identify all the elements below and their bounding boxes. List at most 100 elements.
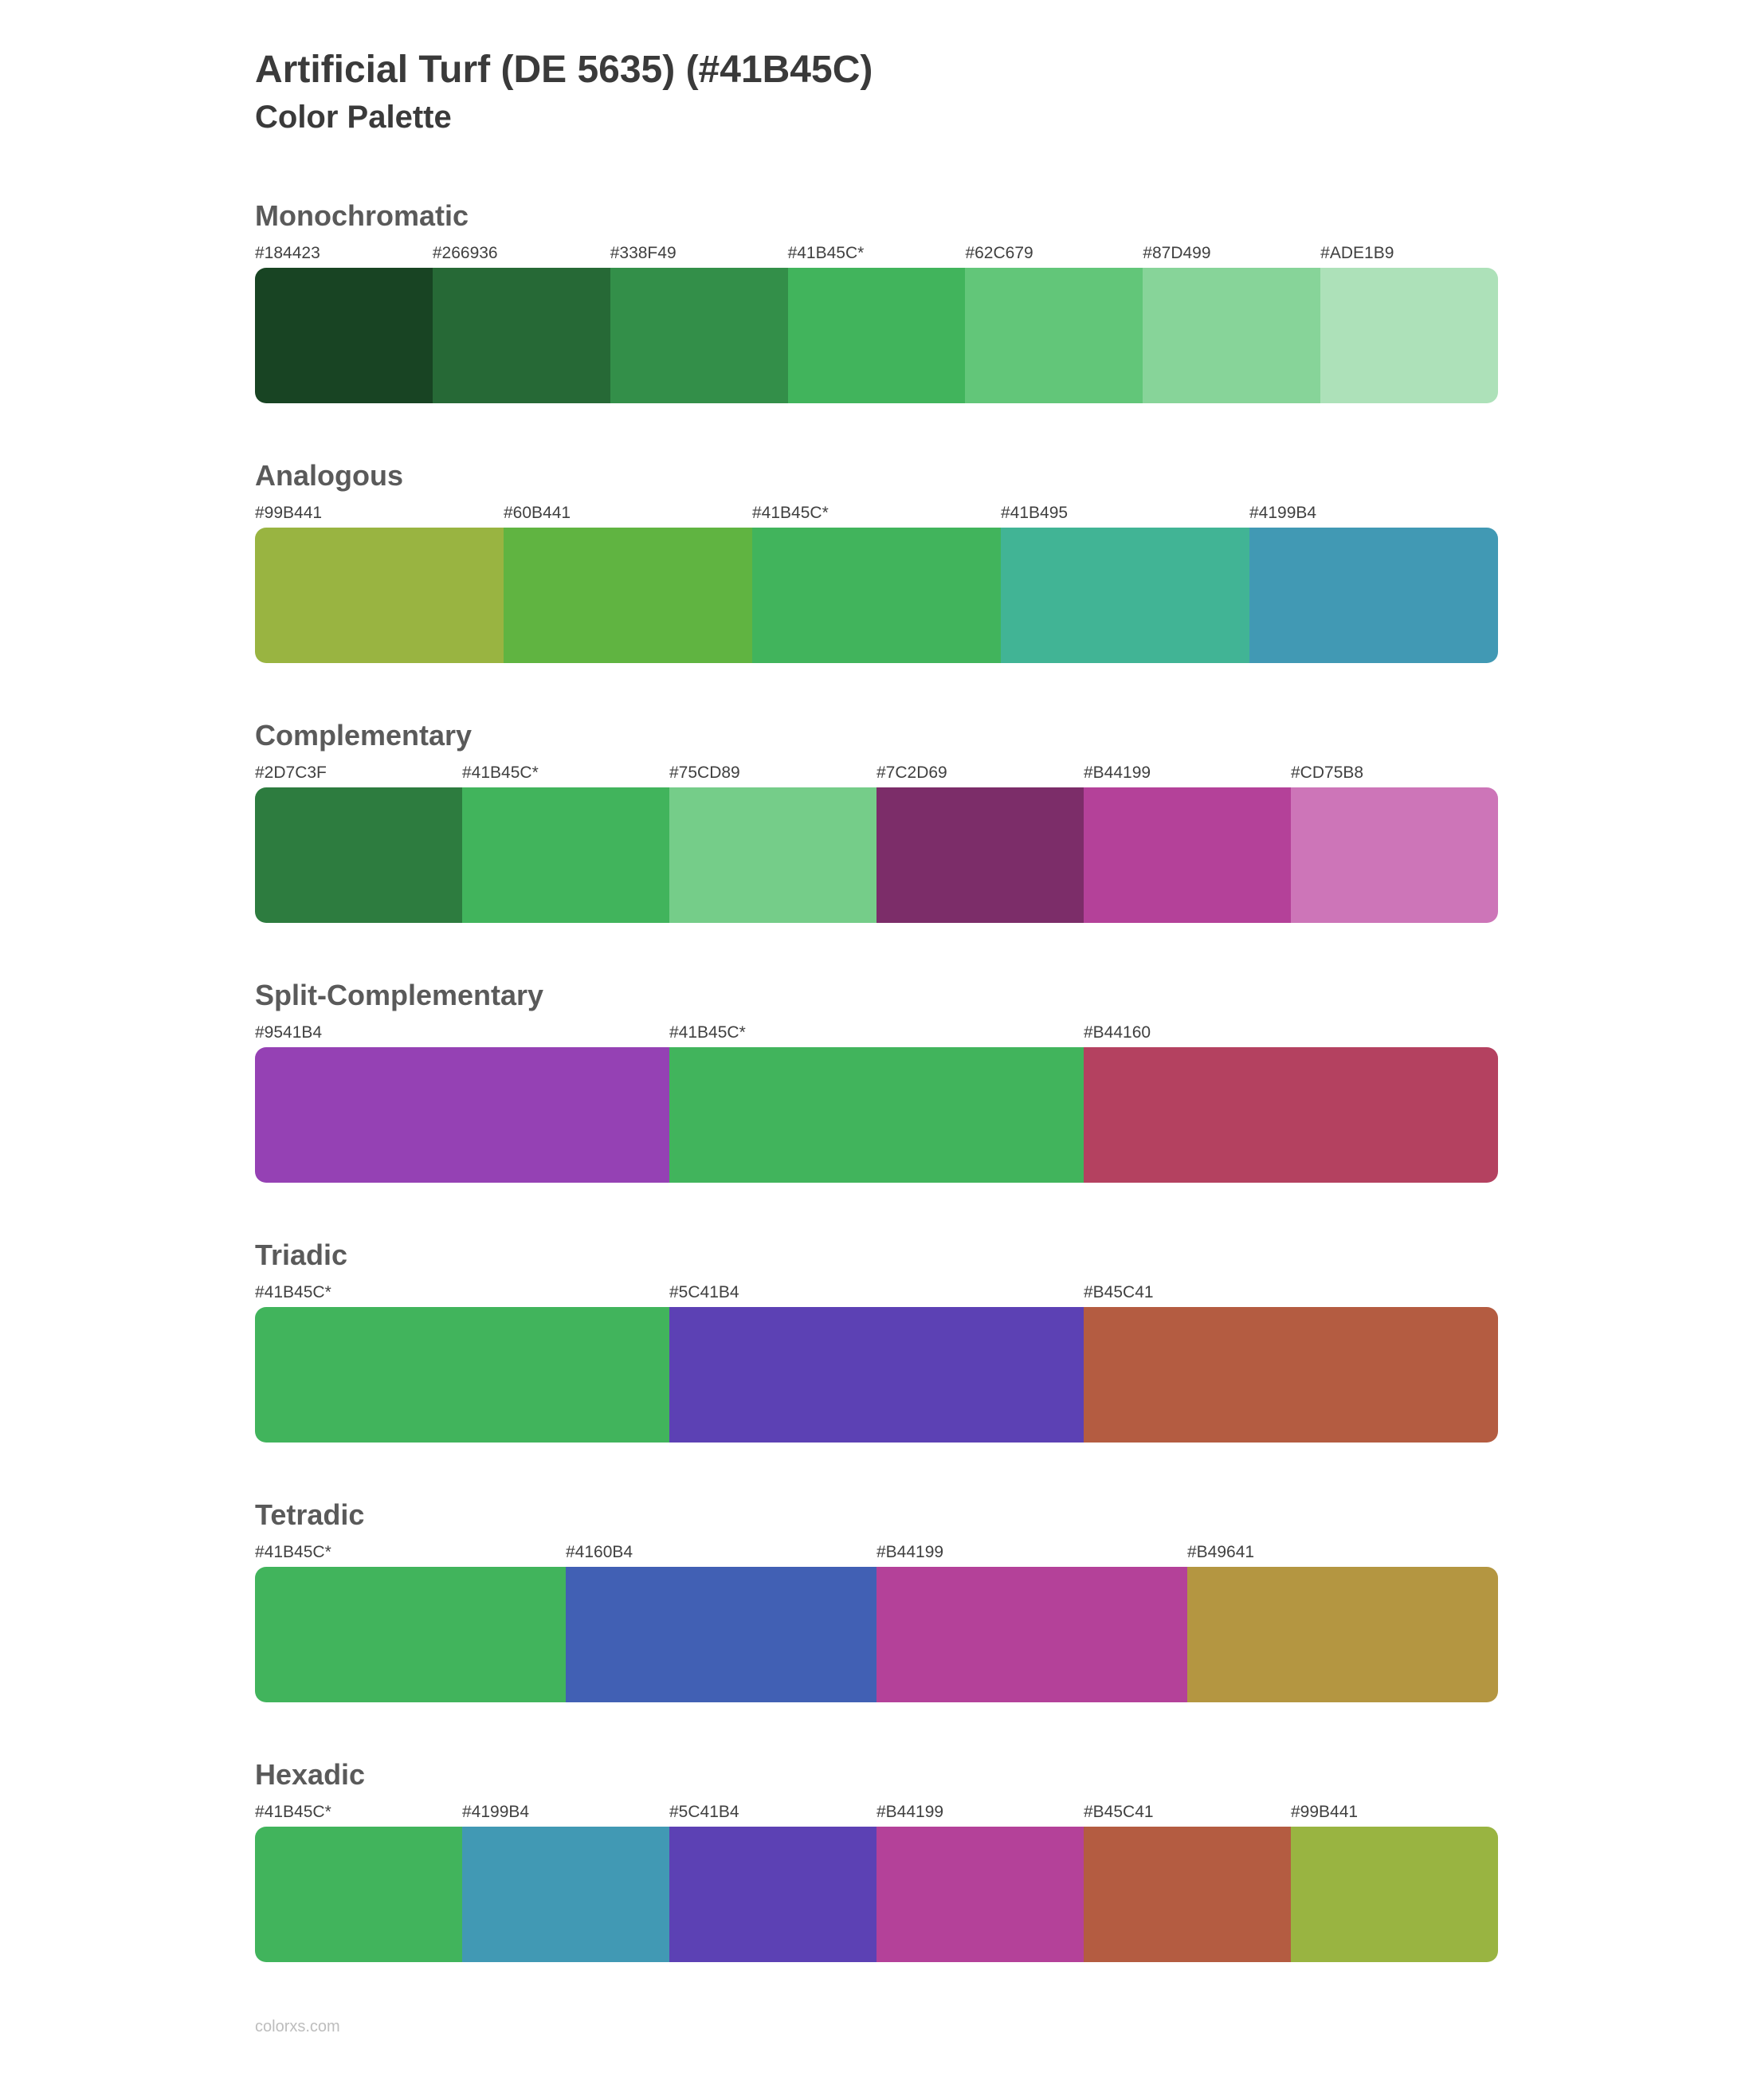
color-swatch[interactable]	[1084, 1827, 1291, 1962]
palette-group: Complementary #2D7C3F#41B45C*#75CD89#7C2D…	[255, 719, 1498, 923]
page-subtitle: Color Palette	[255, 100, 1498, 135]
page-title: Artificial Turf (DE 5635) (#41B45C)	[255, 48, 1498, 92]
swatch-label: #99B441	[255, 504, 504, 528]
color-swatch[interactable]	[1291, 787, 1498, 923]
color-swatch[interactable]	[1001, 528, 1249, 663]
color-swatch[interactable]	[1249, 528, 1498, 663]
palette-group: Monochromatic #184423#266936#338F49#41B45…	[255, 199, 1498, 403]
palette-group: Analogous #99B441#60B441#41B45C*#41B495#4…	[255, 459, 1498, 663]
swatch-label: #62C679	[965, 244, 1143, 268]
palette-group: Split-Complementary #9541B4#41B45C*#B4416…	[255, 979, 1498, 1183]
swatch-label: #B44199	[876, 1543, 1187, 1567]
group-title: Analogous	[255, 459, 1498, 493]
color-swatch[interactable]	[255, 268, 433, 403]
color-swatch[interactable]	[462, 787, 669, 923]
label-row: #9541B4#41B45C*#B44160	[255, 1023, 1498, 1047]
swatch-label: #75CD89	[669, 763, 876, 787]
color-swatch[interactable]	[965, 268, 1143, 403]
color-swatch[interactable]	[255, 1047, 669, 1183]
color-swatch[interactable]	[669, 1827, 876, 1962]
color-swatch[interactable]	[669, 787, 876, 923]
color-swatch[interactable]	[752, 528, 1001, 663]
group-title: Complementary	[255, 719, 1498, 752]
color-swatch[interactable]	[1320, 268, 1498, 403]
swatch-label: #99B441	[1291, 1803, 1498, 1827]
color-swatch[interactable]	[876, 1827, 1084, 1962]
swatch-row	[255, 787, 1498, 923]
label-row: #41B45C*#4199B4#5C41B4#B44199#B45C41#99B…	[255, 1803, 1498, 1827]
label-row: #2D7C3F#41B45C*#75CD89#7C2D69#B44199#CD7…	[255, 763, 1498, 787]
swatch-label: #41B495	[1001, 504, 1249, 528]
color-swatch[interactable]	[610, 268, 788, 403]
swatch-label: #184423	[255, 244, 433, 268]
palette-group: Hexadic #41B45C*#4199B4#5C41B4#B44199#B45…	[255, 1758, 1498, 1962]
color-swatch[interactable]	[255, 528, 504, 663]
swatch-label: #B49641	[1187, 1543, 1498, 1567]
color-swatch[interactable]	[462, 1827, 669, 1962]
swatch-label: #7C2D69	[876, 763, 1084, 787]
swatch-row	[255, 1827, 1498, 1962]
swatch-label: #B45C41	[1084, 1283, 1498, 1307]
group-title: Tetradic	[255, 1498, 1498, 1532]
swatch-label: #266936	[433, 244, 610, 268]
swatch-label: #B44199	[1084, 763, 1291, 787]
color-swatch[interactable]	[566, 1567, 876, 1702]
label-row: #41B45C*#4160B4#B44199#B49641	[255, 1543, 1498, 1567]
swatch-label: #B45C41	[1084, 1803, 1291, 1827]
swatch-label: #ADE1B9	[1320, 244, 1498, 268]
swatch-label: #9541B4	[255, 1023, 669, 1047]
swatch-label: #4199B4	[1249, 504, 1498, 528]
color-swatch[interactable]	[1187, 1567, 1498, 1702]
swatch-label: #4160B4	[566, 1543, 876, 1567]
swatch-label: #5C41B4	[669, 1803, 876, 1827]
color-swatch[interactable]	[433, 268, 610, 403]
swatch-label: #338F49	[610, 244, 788, 268]
color-swatch[interactable]	[255, 1827, 462, 1962]
swatch-label: #CD75B8	[1291, 763, 1498, 787]
label-row: #184423#266936#338F49#41B45C*#62C679#87D…	[255, 244, 1498, 268]
swatch-label: #41B45C*	[255, 1543, 566, 1567]
label-row: #99B441#60B441#41B45C*#41B495#4199B4	[255, 504, 1498, 528]
swatch-label: #41B45C*	[752, 504, 1001, 528]
color-swatch[interactable]	[876, 1567, 1187, 1702]
color-swatch[interactable]	[255, 1567, 566, 1702]
color-swatch[interactable]	[1084, 787, 1291, 923]
swatch-label: #41B45C*	[255, 1283, 669, 1307]
color-swatch[interactable]	[1084, 1307, 1498, 1443]
color-swatch[interactable]	[788, 268, 966, 403]
group-title: Hexadic	[255, 1758, 1498, 1792]
color-swatch[interactable]	[1291, 1827, 1498, 1962]
swatch-row	[255, 1047, 1498, 1183]
color-swatch[interactable]	[1143, 268, 1320, 403]
swatch-label: #41B45C*	[788, 244, 966, 268]
swatch-label: #4199B4	[462, 1803, 669, 1827]
group-title: Split-Complementary	[255, 979, 1498, 1012]
color-swatch[interactable]	[1084, 1047, 1498, 1183]
swatch-label: #B44160	[1084, 1023, 1498, 1047]
swatch-label: #41B45C*	[255, 1803, 462, 1827]
group-title: Monochromatic	[255, 199, 1498, 233]
color-swatch[interactable]	[876, 787, 1084, 923]
palette-groups: Monochromatic#184423#266936#338F49#41B45…	[255, 199, 1498, 1962]
color-swatch[interactable]	[504, 528, 752, 663]
swatch-label: #B44199	[876, 1803, 1084, 1827]
label-row: #41B45C*#5C41B4#B45C41	[255, 1283, 1498, 1307]
palette-group: Tetradic #41B45C*#4160B4#B44199#B49641	[255, 1498, 1498, 1702]
color-swatch[interactable]	[669, 1047, 1084, 1183]
swatch-row	[255, 528, 1498, 663]
swatch-label: #60B441	[504, 504, 752, 528]
swatch-label: #41B45C*	[669, 1023, 1084, 1047]
swatch-label: #5C41B4	[669, 1283, 1084, 1307]
swatch-label: #41B45C*	[462, 763, 669, 787]
palette-group: Triadic #41B45C*#5C41B4#B45C41	[255, 1238, 1498, 1443]
swatch-label: #2D7C3F	[255, 763, 462, 787]
swatch-label: #87D499	[1143, 244, 1320, 268]
color-swatch[interactable]	[255, 1307, 669, 1443]
footer-credit: colorxs.com	[255, 2018, 1498, 2036]
group-title: Triadic	[255, 1238, 1498, 1272]
color-swatch[interactable]	[669, 1307, 1084, 1443]
swatch-row	[255, 1307, 1498, 1443]
swatch-row	[255, 1567, 1498, 1702]
swatch-row	[255, 268, 1498, 403]
color-swatch[interactable]	[255, 787, 462, 923]
